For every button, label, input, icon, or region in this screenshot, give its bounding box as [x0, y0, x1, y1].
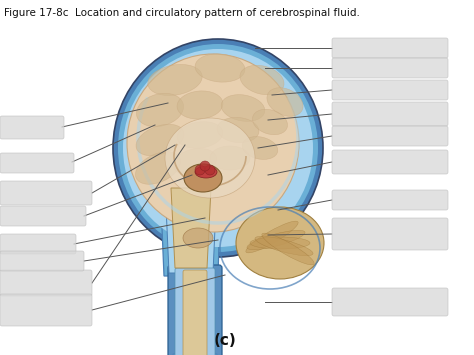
Ellipse shape	[240, 65, 284, 95]
Ellipse shape	[195, 54, 245, 82]
Ellipse shape	[127, 54, 299, 232]
Ellipse shape	[177, 122, 223, 148]
FancyBboxPatch shape	[332, 38, 448, 58]
Ellipse shape	[246, 221, 298, 253]
Circle shape	[205, 165, 215, 175]
FancyBboxPatch shape	[0, 251, 84, 271]
Text: Figure 17-8c  Location and circulatory pattern of cerebrospinal fluid.: Figure 17-8c Location and circulatory pa…	[4, 8, 360, 18]
Ellipse shape	[118, 44, 318, 252]
Ellipse shape	[165, 118, 255, 198]
Polygon shape	[173, 354, 217, 355]
FancyBboxPatch shape	[332, 150, 448, 174]
Text: (c): (c)	[214, 333, 237, 348]
Ellipse shape	[173, 148, 217, 175]
Ellipse shape	[267, 88, 303, 116]
FancyBboxPatch shape	[0, 181, 92, 205]
Ellipse shape	[253, 109, 288, 135]
FancyBboxPatch shape	[332, 218, 448, 250]
Ellipse shape	[210, 146, 250, 170]
Circle shape	[195, 165, 205, 175]
Ellipse shape	[136, 152, 181, 184]
Ellipse shape	[177, 91, 223, 119]
Ellipse shape	[136, 124, 184, 156]
Polygon shape	[160, 180, 221, 276]
Polygon shape	[171, 188, 211, 268]
Ellipse shape	[242, 137, 278, 159]
Ellipse shape	[191, 167, 221, 189]
Ellipse shape	[195, 166, 217, 178]
FancyBboxPatch shape	[0, 153, 74, 173]
FancyBboxPatch shape	[0, 206, 86, 226]
FancyBboxPatch shape	[332, 288, 448, 316]
FancyBboxPatch shape	[332, 80, 448, 100]
FancyBboxPatch shape	[332, 102, 448, 126]
FancyBboxPatch shape	[332, 126, 448, 146]
Ellipse shape	[137, 93, 183, 127]
Ellipse shape	[217, 118, 259, 143]
FancyBboxPatch shape	[332, 58, 448, 78]
Ellipse shape	[183, 228, 213, 248]
FancyBboxPatch shape	[332, 190, 448, 210]
Ellipse shape	[247, 230, 305, 250]
Ellipse shape	[250, 237, 310, 249]
FancyBboxPatch shape	[0, 270, 92, 296]
Ellipse shape	[255, 236, 313, 256]
Ellipse shape	[236, 207, 324, 279]
FancyBboxPatch shape	[183, 270, 207, 355]
Ellipse shape	[148, 65, 202, 95]
Ellipse shape	[184, 164, 222, 192]
Circle shape	[200, 161, 210, 171]
FancyBboxPatch shape	[168, 265, 222, 355]
FancyBboxPatch shape	[0, 116, 64, 139]
Ellipse shape	[221, 95, 265, 121]
Ellipse shape	[123, 49, 313, 247]
FancyBboxPatch shape	[175, 268, 215, 355]
FancyBboxPatch shape	[0, 234, 76, 254]
Ellipse shape	[113, 39, 323, 257]
FancyBboxPatch shape	[0, 294, 92, 326]
Polygon shape	[165, 183, 217, 273]
Ellipse shape	[262, 233, 314, 265]
